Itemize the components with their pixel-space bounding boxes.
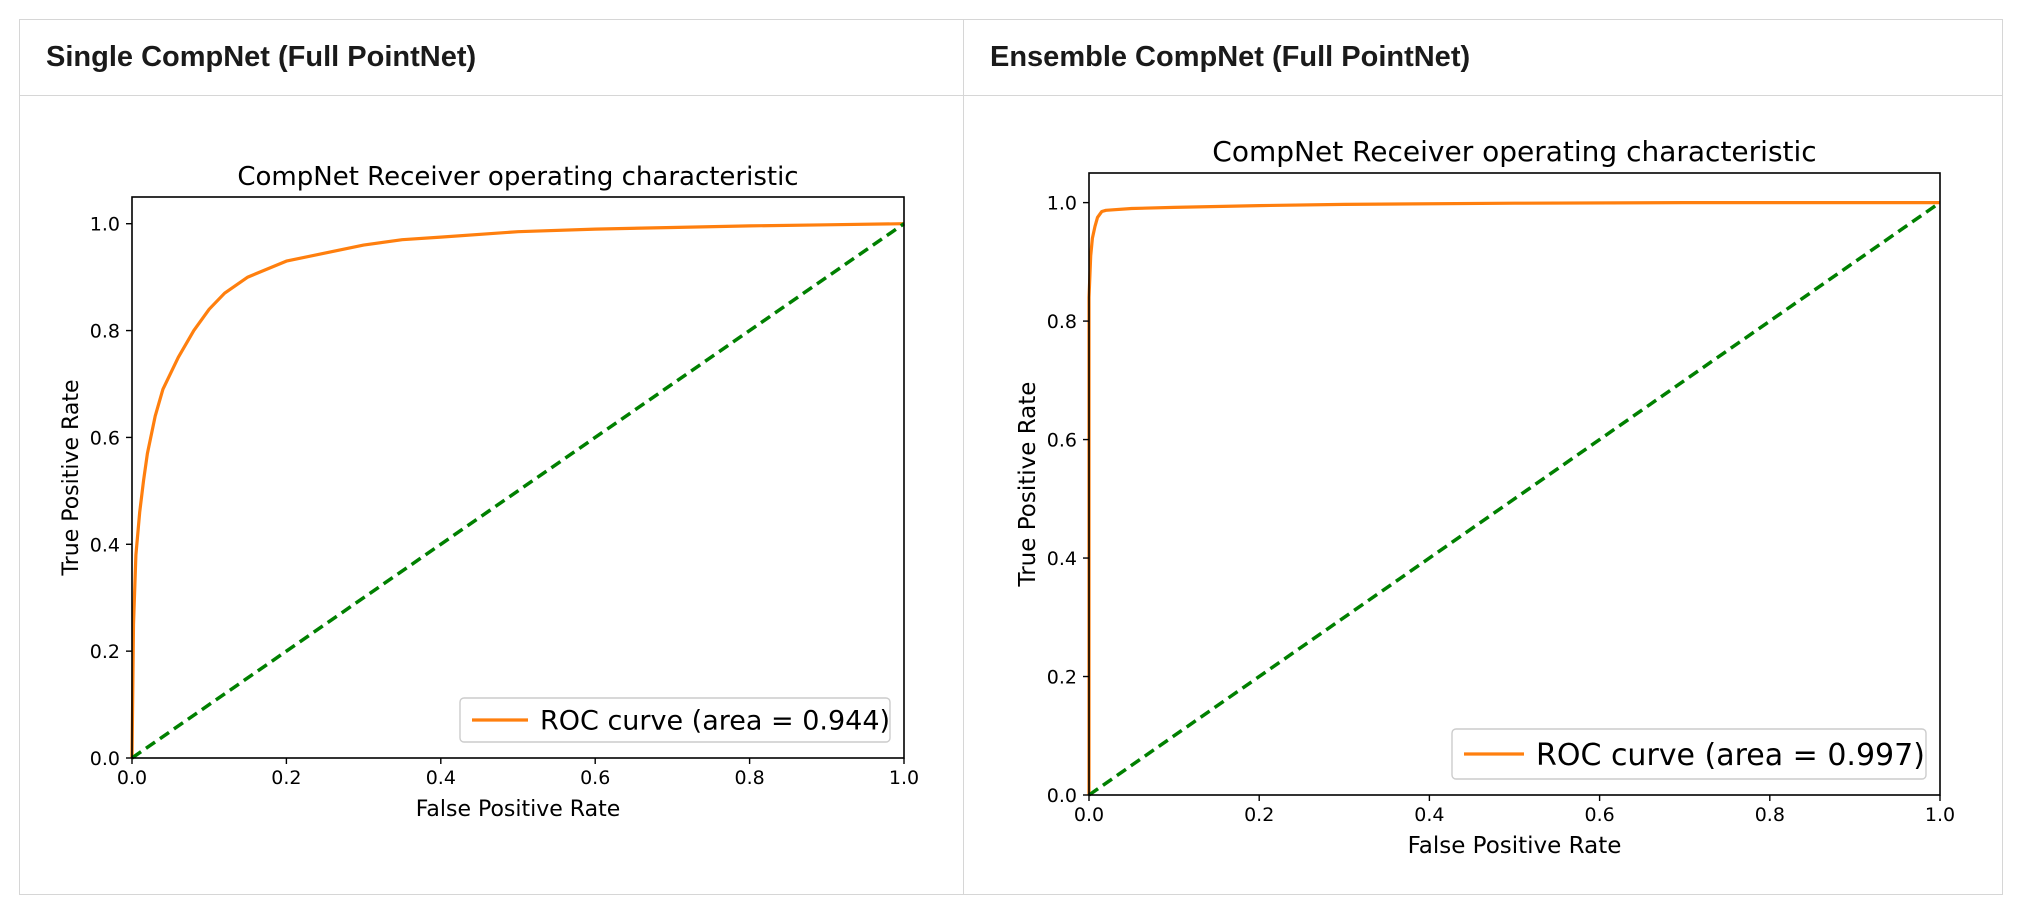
x-tick-label: 0.0: [1074, 804, 1104, 826]
x-tick-label: 0.4: [1414, 804, 1444, 826]
plot-frame: [131, 196, 905, 759]
y-tick-label: 0.4: [90, 534, 120, 556]
panel-header-ensemble: Ensemble CompNet (Full PointNet): [964, 20, 2002, 96]
y-tick-label: 0.4: [1047, 548, 1077, 570]
x-tick-label: 0.4: [426, 767, 456, 789]
y-tick-label: 0.0: [90, 748, 120, 770]
x-tick-label: 1.0: [889, 767, 919, 789]
y-axis-label: True Positive Rate: [59, 380, 84, 577]
y-tick-label: 0.6: [1047, 430, 1077, 452]
x-tick-label: 0.6: [580, 767, 610, 789]
x-tick-label: 0.8: [1755, 804, 1785, 826]
legend-box: [1451, 728, 1927, 780]
x-tick-label: 0.8: [734, 767, 764, 789]
y-tick-label: 1.0: [1047, 193, 1077, 215]
y-tick-label: 0.2: [1047, 667, 1077, 689]
x-tick-label: 1.0: [1925, 804, 1955, 826]
y-tick-label: 0.8: [1047, 311, 1077, 333]
chart-title: CompNet Receiver operating characteristi…: [1212, 135, 1816, 168]
roc-chart-ensemble: CompNet Receiver operating characteristi…: [1015, 135, 1955, 859]
x-tick-label: 0.6: [1584, 804, 1614, 826]
x-tick-label: 0.0: [117, 767, 147, 789]
y-axis-label: True Positive Rate: [1015, 382, 1041, 588]
x-axis-label: False Positive Rate: [416, 797, 620, 822]
chart-cell-ensemble: CompNet Receiver operating characteristi…: [964, 96, 2002, 894]
plot-frame: [1088, 172, 1941, 796]
chart-cell-single: CompNet Receiver operating characteristi…: [20, 96, 964, 894]
chance-diagonal-line: [1088, 201, 1941, 797]
chart-title: CompNet Receiver operating characteristi…: [237, 162, 798, 192]
y-tick-label: 0.8: [90, 321, 120, 343]
y-tick-label: 0.2: [90, 641, 120, 663]
legend-roc-label: ROC curve (area = 0.944): [540, 706, 890, 737]
legend-roc-label: ROC curve (area = 0.997): [1536, 738, 1925, 773]
panel-header-single: Single CompNet (Full PointNet): [20, 20, 964, 96]
roc-curve-line: [1087, 200, 1940, 795]
x-axis-label: False Positive Rate: [1408, 833, 1622, 859]
roc-chart-single: CompNet Receiver operating characteristi…: [59, 162, 919, 822]
figure-table: Single CompNet (Full PointNet) Ensemble …: [19, 19, 2003, 895]
y-tick-label: 0.6: [90, 427, 120, 449]
x-tick-label: 0.2: [271, 767, 301, 789]
y-tick-label: 1.0: [90, 214, 120, 236]
legend-box: [459, 697, 891, 743]
chance-diagonal-line: [131, 222, 905, 760]
y-tick-label: 0.0: [1047, 785, 1077, 807]
roc-curve-line: [130, 222, 905, 759]
x-tick-label: 0.2: [1244, 804, 1274, 826]
